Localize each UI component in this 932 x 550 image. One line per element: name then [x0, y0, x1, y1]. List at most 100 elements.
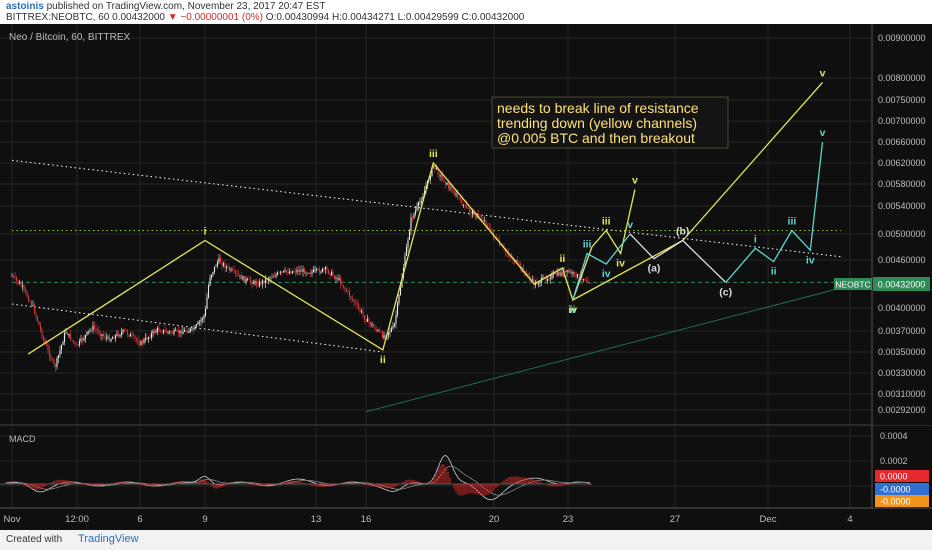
time-axis-labels[interactable]: Nov 12:00 6 9 13 16 20 23 27 Dec 4	[4, 514, 853, 525]
candle-body	[372, 324, 375, 327]
candle-body	[344, 287, 346, 290]
macd-histogram-bar	[107, 483, 109, 485]
candle-body	[227, 266, 229, 268]
candle-body	[455, 193, 457, 195]
macd-histogram-bar	[143, 484, 145, 486]
candle-body	[539, 282, 541, 284]
macd-histogram-bar	[475, 484, 477, 495]
macd-histogram-bar	[509, 477, 511, 484]
candle-body	[194, 326, 196, 330]
macd-title: MACD	[9, 434, 36, 444]
candle-body	[294, 271, 297, 273]
macd-histogram-bar	[169, 482, 171, 484]
macd-histogram-bar	[253, 484, 255, 486]
candle-body	[566, 269, 568, 273]
candle-body	[585, 280, 588, 282]
candle-body	[437, 167, 439, 175]
macd-histogram-bar	[39, 484, 41, 490]
candle-body	[554, 273, 556, 274]
macd-histogram-bar	[283, 481, 285, 484]
macd-histogram-bar	[207, 482, 209, 484]
candle-body	[98, 330, 100, 334]
macd-histogram-bar	[45, 484, 47, 486]
candle-body	[513, 260, 516, 263]
candle-body	[537, 283, 540, 285]
candle-body	[302, 268, 304, 272]
macd-histogram-bar	[353, 482, 355, 484]
candle-body	[119, 335, 121, 337]
candle-body	[458, 197, 460, 199]
macd-histogram-bar	[193, 483, 195, 484]
macd-histogram-bar	[11, 482, 13, 484]
macd-histogram-bar	[513, 476, 515, 484]
tradingview-logo-link[interactable]: TradingView	[78, 533, 139, 545]
candle-body	[416, 206, 418, 211]
candle-body	[116, 333, 118, 336]
candle-body	[297, 269, 300, 272]
macd-histogram-bar	[471, 484, 473, 494]
wave-labels: iiiiiiiiiiiivvivviiiiiivv(a)(b)(c)iiiiii…	[204, 67, 826, 365]
candle-body	[155, 330, 157, 333]
candle-body	[483, 220, 486, 222]
macd-histogram-bar	[313, 484, 315, 487]
macd-histogram-bar	[299, 481, 301, 484]
macd-histogram-bar	[291, 480, 293, 484]
wave-label: iii	[788, 216, 797, 228]
candle-body	[101, 334, 103, 336]
candle-body	[567, 269, 570, 273]
candle-body	[435, 167, 438, 169]
candle-body	[221, 262, 223, 266]
macd-histogram-bar	[367, 484, 369, 486]
candle-body	[236, 272, 238, 274]
macd-histogram-bar	[235, 483, 237, 484]
macd-histogram-bar	[419, 481, 421, 484]
macd-pane[interactable]: MACD	[0, 427, 872, 508]
price-chart[interactable]: iiiiiiiiiiiivvivviiiiiivv(a)(b)(c)iiiiii…	[0, 24, 932, 530]
candle-body	[251, 281, 253, 285]
macd-histogram-bar	[103, 484, 105, 485]
main-pane[interactable]: iiiiiiiiiiiivvivviiiiiivv(a)(b)(c)iiiiii…	[0, 24, 872, 425]
candle-body	[411, 217, 414, 219]
price-axis[interactable]	[871, 24, 932, 508]
candle-body	[161, 332, 163, 333]
macd-histogram-bar	[543, 483, 545, 485]
macd-histogram-bar	[167, 483, 169, 484]
author-link[interactable]: astoinis	[6, 1, 44, 12]
candle-body	[218, 258, 220, 262]
candle-body	[521, 267, 523, 269]
candle-body	[51, 359, 54, 361]
last-price: 0.00432000	[112, 12, 165, 23]
candle-body	[464, 204, 466, 206]
candle-body	[323, 268, 325, 270]
macd-histogram-bar	[391, 484, 393, 489]
candle-body	[392, 326, 394, 329]
candle-body	[77, 344, 79, 346]
annotation-line-1: needs to break line of resistance	[497, 100, 699, 116]
candle-body	[102, 334, 105, 336]
macd-histogram-bar	[35, 484, 37, 490]
candle-body	[176, 330, 178, 331]
macd-histogram-bar	[187, 483, 189, 484]
candle-body	[213, 266, 216, 272]
macd-value-label-bg	[875, 483, 929, 495]
candle-body	[356, 303, 358, 305]
candle-body	[335, 277, 337, 279]
macd-histogram-bar	[265, 484, 267, 486]
macd-histogram-bar	[445, 466, 447, 484]
macd-histogram-bar	[67, 480, 69, 484]
time-tick-label: 20	[489, 514, 500, 525]
candle-body	[63, 333, 66, 342]
macd-histogram-bar	[381, 484, 383, 488]
annotation-line-2: trending down (yellow channels)	[497, 115, 697, 131]
candle-body	[107, 336, 109, 338]
macd-histogram-bar	[441, 464, 443, 484]
macd-histogram-bar	[15, 483, 17, 484]
candle-body	[303, 268, 306, 274]
macd-histogram-bar	[399, 483, 401, 485]
macd-histogram-bar	[459, 484, 461, 496]
candle-body	[144, 337, 147, 340]
macd-histogram-bar	[113, 482, 115, 484]
candle-body	[284, 270, 286, 271]
macd-histogram-bar	[341, 483, 343, 484]
candle-body	[146, 337, 148, 340]
